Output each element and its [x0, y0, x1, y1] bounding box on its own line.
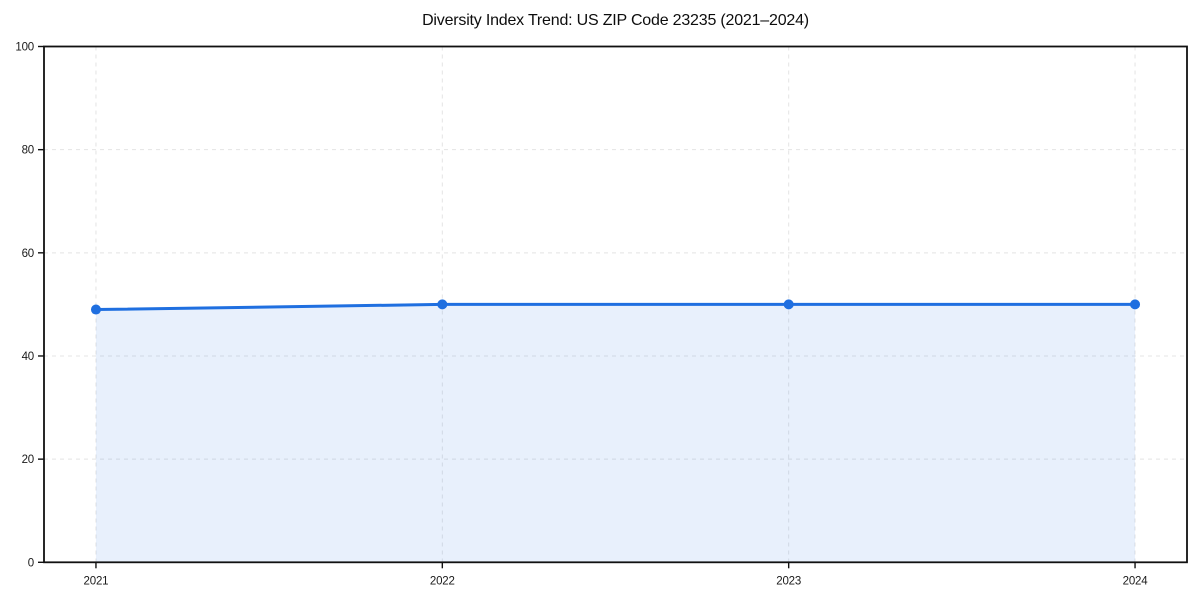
chart-title: Diversity Index Trend: US ZIP Code 23235…: [422, 12, 809, 29]
y-tick-label: 0: [28, 557, 34, 569]
data-point-marker: [437, 299, 448, 310]
y-tick-label: 40: [22, 351, 34, 363]
trend-line: [94, 302, 1137, 312]
x-tick-label: 2021: [84, 575, 109, 587]
data-point-marker: [1130, 299, 1141, 310]
y-tick-label: 80: [22, 145, 34, 157]
data-point-marker: [783, 299, 794, 310]
x-tick-label: 2024: [1123, 575, 1149, 587]
y-tick-label: 100: [15, 42, 34, 54]
area-fill: [95, 304, 1136, 563]
y-tick-label: 20: [22, 454, 34, 466]
x-tick-label: 2022: [430, 575, 455, 587]
plot-border: [43, 45, 1188, 564]
x-tick-label: 2023: [776, 575, 801, 587]
data-point-marker: [90, 304, 101, 315]
y-tick-label: 60: [22, 248, 34, 260]
